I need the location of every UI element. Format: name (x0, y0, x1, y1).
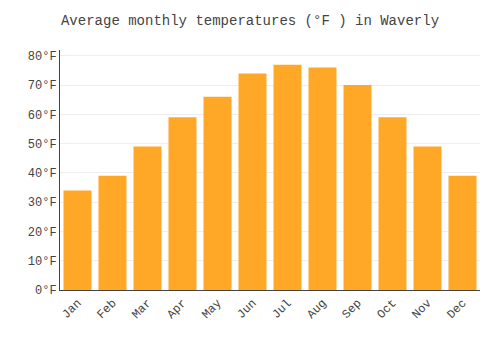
svg-text:10°F: 10°F (28, 255, 57, 269)
svg-text:30°F: 30°F (28, 196, 57, 210)
svg-text:Jan: Jan (59, 297, 84, 322)
svg-text:Aug: Aug (304, 297, 329, 322)
svg-text:Average monthly temperatures (: Average monthly temperatures (°F ) in Wa… (61, 13, 439, 29)
svg-text:40°F: 40°F (28, 167, 57, 181)
svg-text:Feb: Feb (94, 297, 119, 322)
svg-text:20°F: 20°F (28, 226, 57, 240)
svg-text:80°F: 80°F (28, 50, 57, 64)
svg-text:Jul: Jul (269, 297, 294, 322)
svg-text:Nov: Nov (409, 297, 434, 322)
svg-text:Apr: Apr (164, 297, 189, 322)
svg-text:70°F: 70°F (28, 79, 57, 93)
svg-text:50°F: 50°F (28, 138, 57, 152)
svg-text:Mar: Mar (129, 297, 154, 322)
svg-text:Jun: Jun (234, 297, 259, 322)
svg-text:Dec: Dec (444, 297, 469, 322)
svg-text:May: May (199, 297, 224, 322)
svg-text:0°F: 0°F (35, 284, 57, 298)
svg-text:60°F: 60°F (28, 109, 57, 123)
svg-text:Sep: Sep (339, 297, 364, 322)
svg-text:Oct: Oct (374, 297, 399, 322)
